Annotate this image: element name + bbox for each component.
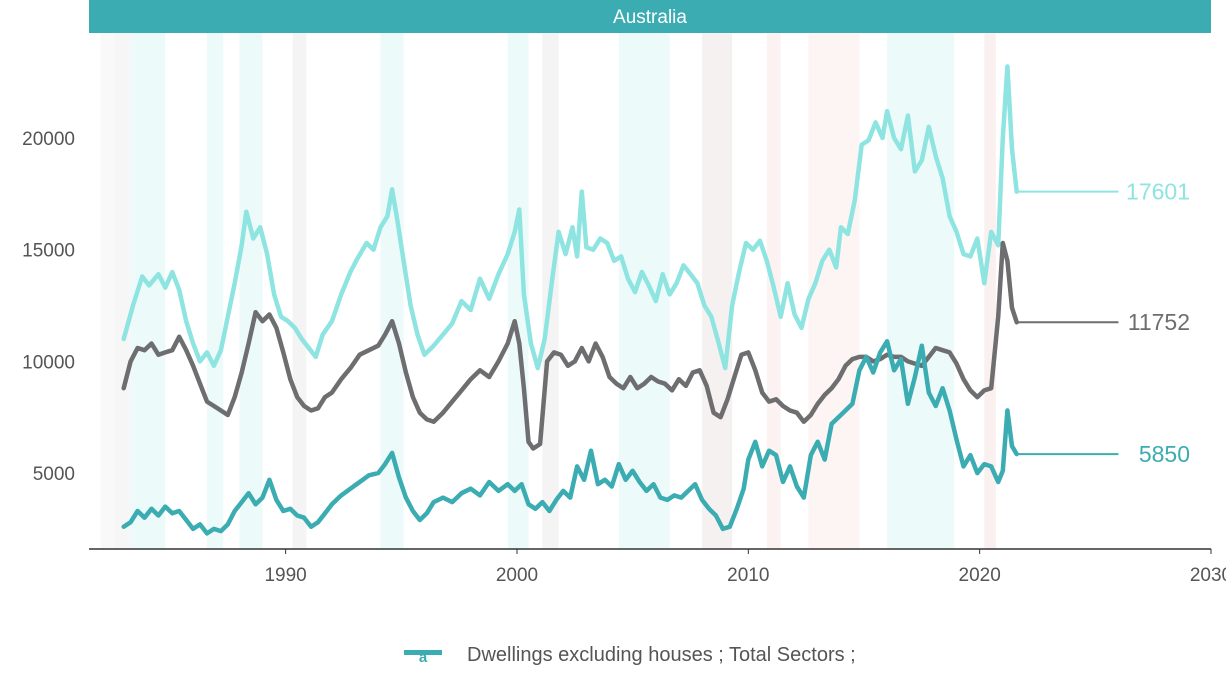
background-band xyxy=(380,33,404,549)
background-band xyxy=(984,33,996,549)
y-tick-label: 10000 xyxy=(22,352,75,373)
background-band xyxy=(114,33,131,549)
facet-strip-label: Australia xyxy=(613,7,687,28)
y-tick-label: 5000 xyxy=(33,464,75,485)
end-labels: 17601 11752 5850 xyxy=(1016,179,1190,467)
background-band xyxy=(618,33,670,549)
background-band xyxy=(507,33,529,549)
x-tick-label: 2020 xyxy=(959,565,1001,586)
background-band xyxy=(239,33,263,549)
series-line xyxy=(121,339,1019,536)
facet-strip: Australia xyxy=(89,0,1211,33)
end-value-label: 17601 xyxy=(1126,179,1190,205)
y-tick-labels: 5000 10000 15000 20000 xyxy=(22,129,75,485)
x-tick-labels: 1990 2000 2010 2020 2030 xyxy=(264,549,1226,586)
y-tick-label: 15000 xyxy=(22,241,75,262)
legend: a Dwellings excluding houses ; Total Sec… xyxy=(404,644,856,666)
end-value-label: 11752 xyxy=(1128,309,1190,335)
series-line xyxy=(121,64,1019,371)
x-tick-label: 2000 xyxy=(496,565,538,586)
background-bands xyxy=(100,33,996,549)
background-band xyxy=(702,33,733,549)
x-axis: 1990 2000 2010 2020 2030 xyxy=(89,548,1226,586)
x-tick-label: 1990 xyxy=(264,565,306,586)
x-tick-label: 2030 xyxy=(1190,565,1226,586)
series-layer xyxy=(121,64,1019,536)
background-band xyxy=(292,33,307,549)
legend-key-line xyxy=(404,650,442,655)
background-band xyxy=(887,33,955,549)
y-tick-label: 20000 xyxy=(22,129,75,150)
background-band xyxy=(206,33,224,549)
background-band xyxy=(100,33,115,549)
end-value-label: 5850 xyxy=(1139,441,1190,467)
x-tick-label: 2010 xyxy=(727,565,769,586)
legend-label: Dwellings excluding houses ; Total Secto… xyxy=(467,644,856,666)
facet-strip-background xyxy=(89,0,1211,33)
background-band xyxy=(808,33,860,549)
legend-key-glyph: a xyxy=(419,649,428,666)
